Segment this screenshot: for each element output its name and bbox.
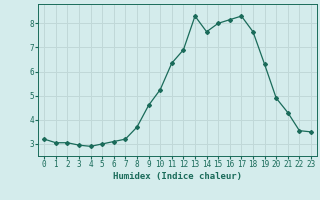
X-axis label: Humidex (Indice chaleur): Humidex (Indice chaleur) <box>113 172 242 181</box>
